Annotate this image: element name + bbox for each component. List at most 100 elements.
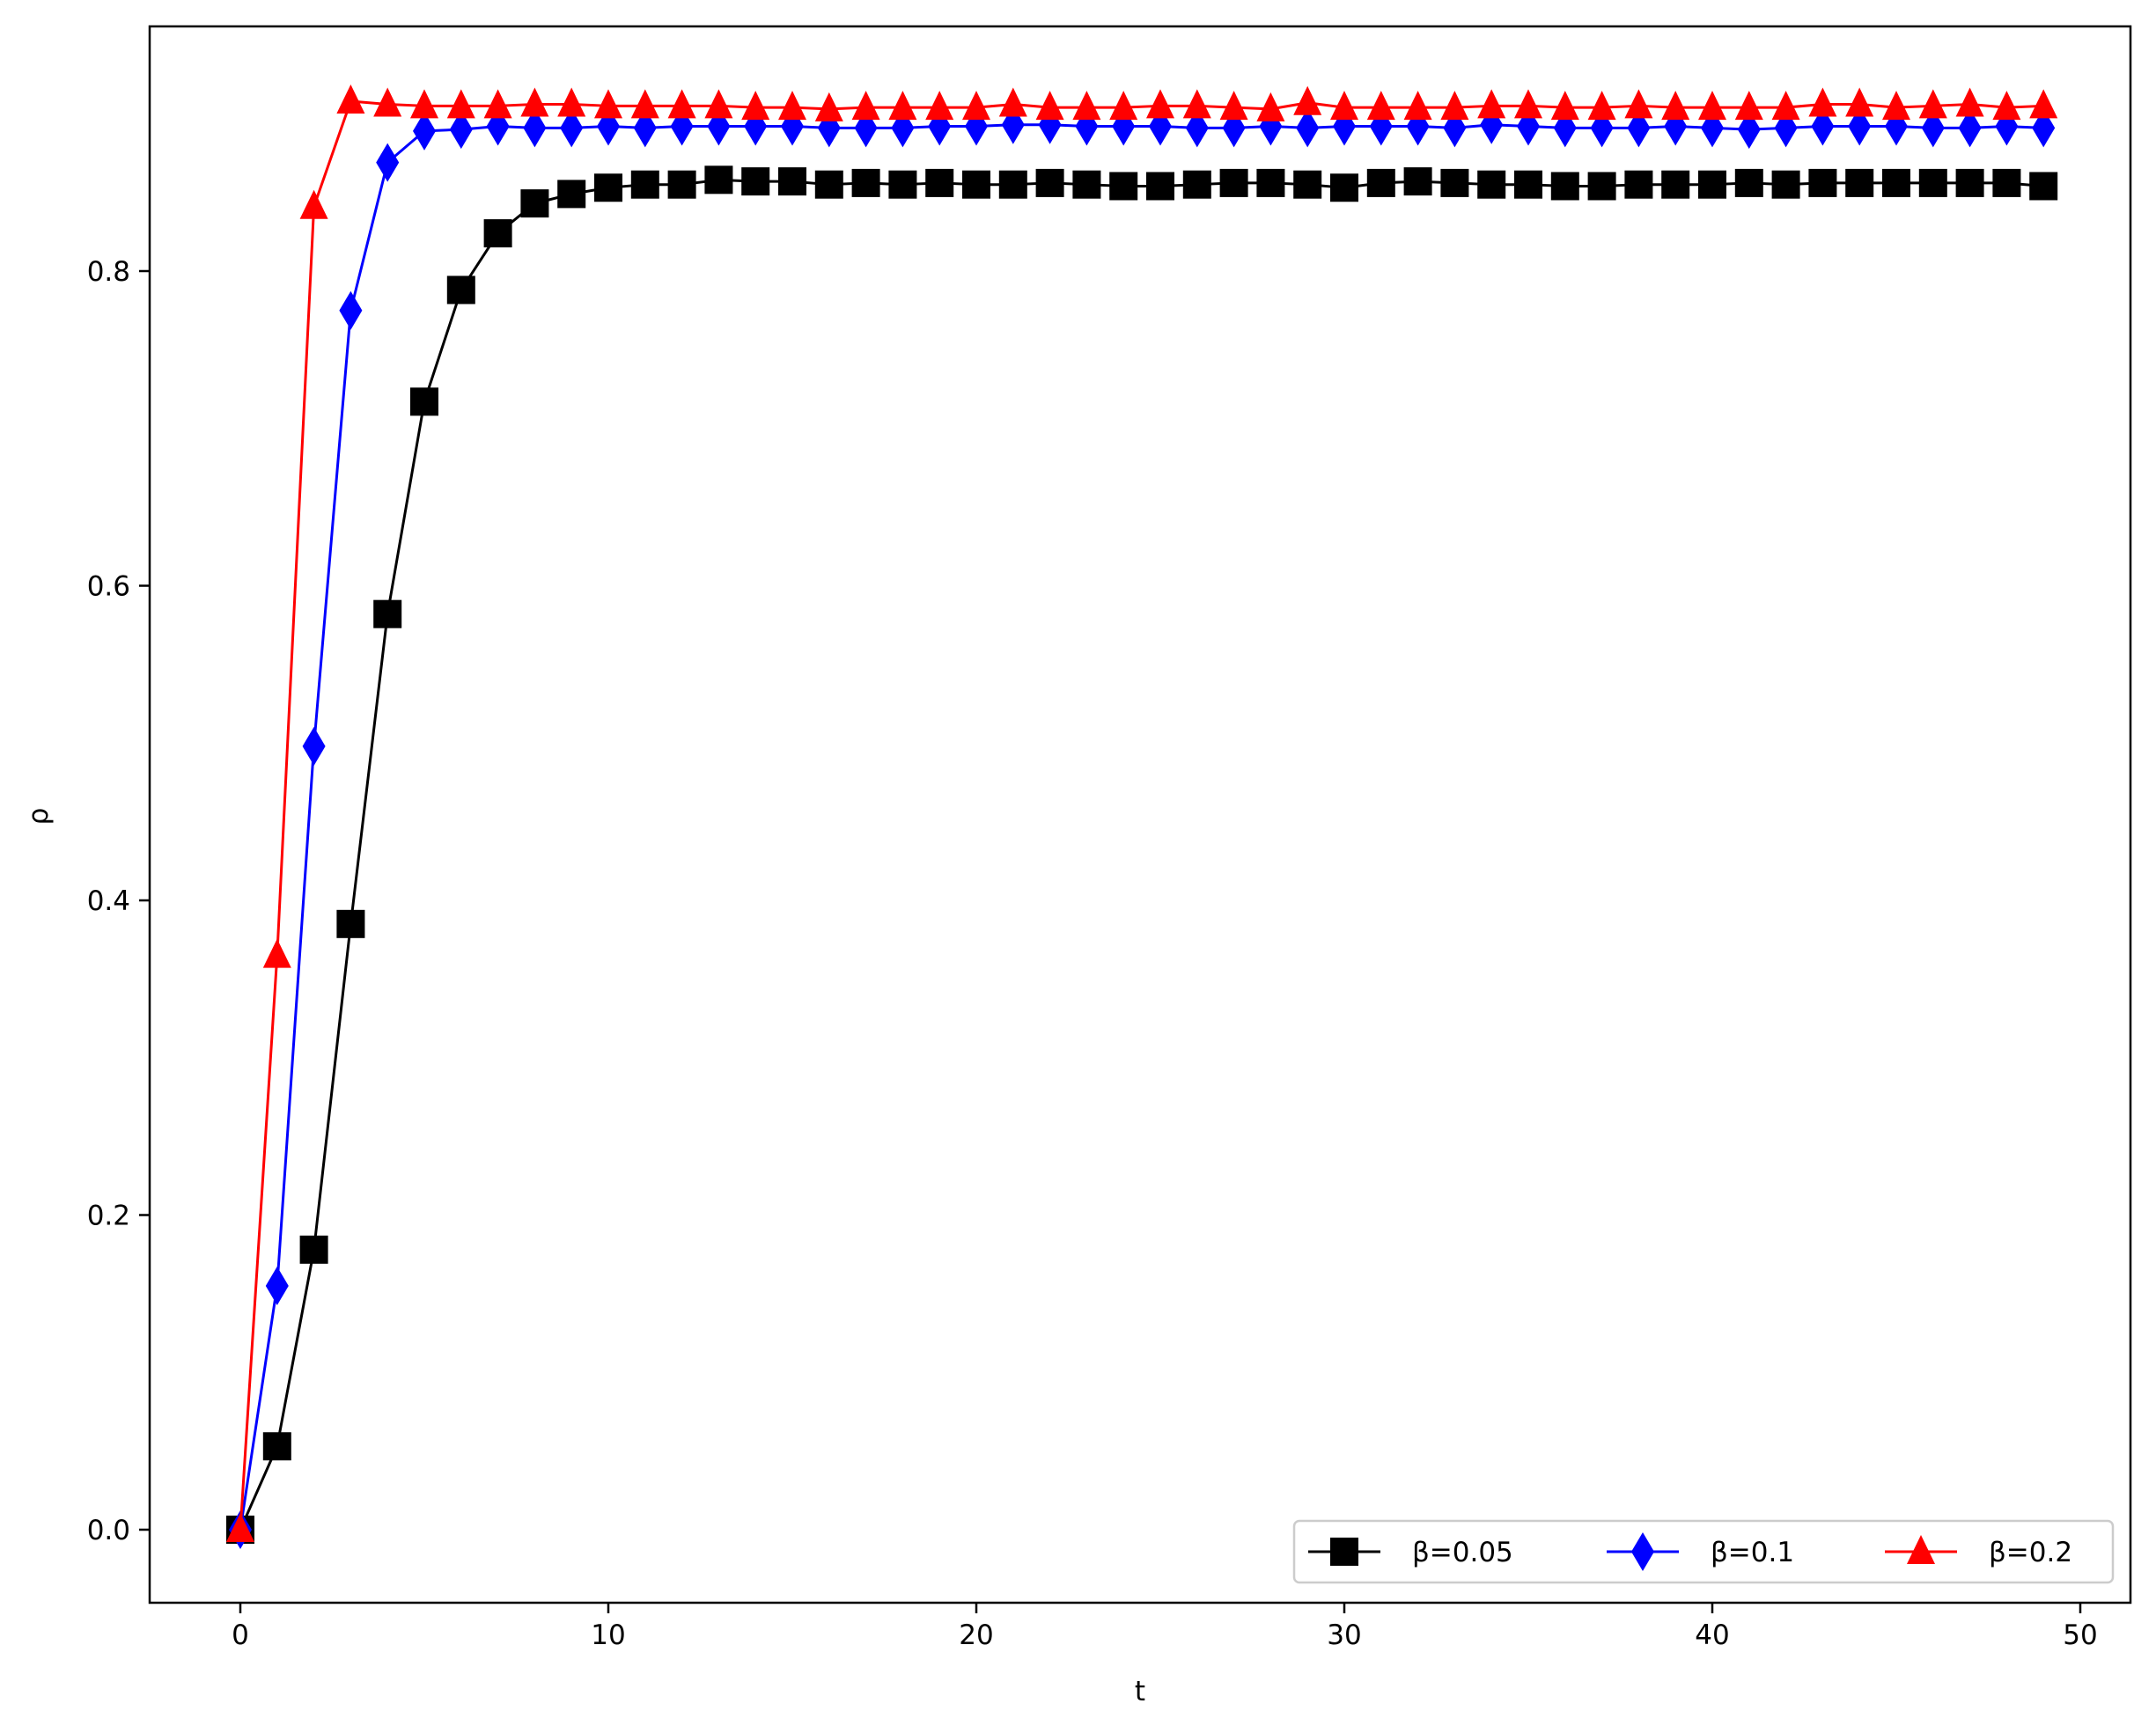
triangle-marker [1109, 91, 1138, 121]
diamond-marker [413, 111, 436, 151]
triangle-marker [888, 91, 917, 121]
square-marker [888, 170, 917, 199]
square-marker [520, 189, 549, 218]
triangle-marker [1734, 91, 1763, 121]
triangle-marker [1366, 91, 1395, 121]
square-marker [925, 168, 954, 197]
diamond-marker [1701, 108, 1724, 148]
diamond-marker [2032, 108, 2056, 148]
diamond-marker [1443, 108, 1467, 148]
square-marker [1918, 168, 1947, 197]
square-marker [557, 180, 586, 209]
triangle-marker [1624, 89, 1653, 119]
y-tick-label: 0.4 [87, 885, 130, 917]
diamond-marker [449, 110, 473, 150]
square-marker [1293, 170, 1322, 199]
square-marker [1219, 168, 1248, 197]
square-marker [483, 219, 512, 248]
legend-entry-0: β=0.05 [1308, 1537, 1513, 1568]
diamond-marker [376, 143, 400, 182]
square-marker [336, 909, 365, 938]
triangle-marker [1698, 91, 1726, 121]
legend-label: β=0.05 [1412, 1537, 1513, 1568]
triangle-marker [1440, 91, 1469, 121]
diamond-marker [1921, 108, 1945, 148]
square-marker [1624, 170, 1653, 199]
diamond-marker [1627, 108, 1651, 148]
square-marker [778, 167, 806, 196]
square-marker [1366, 168, 1395, 197]
triangle-marker [262, 938, 291, 968]
triangle-marker [594, 89, 622, 119]
diamond-marker [1185, 108, 1209, 148]
diamond-marker [1811, 106, 1835, 146]
triangle-marker [336, 84, 365, 114]
square-marker [1146, 172, 1174, 201]
x-tick-label: 50 [2063, 1619, 2097, 1651]
square-marker [1330, 173, 1358, 202]
triangle-marker [373, 87, 402, 117]
square-marker [1182, 170, 1211, 199]
square-marker [1661, 170, 1690, 199]
x-tick-label: 40 [1695, 1619, 1729, 1651]
square-marker [1550, 172, 1579, 201]
triangle-marker [998, 87, 1027, 117]
triangle-marker [1918, 89, 1947, 119]
triangle-marker [962, 91, 990, 121]
x-tick-label: 10 [591, 1619, 625, 1651]
triangle-marker [1992, 91, 2021, 121]
axes-frame [148, 25, 2132, 1604]
square-marker [1734, 168, 1763, 197]
diamond-marker [1296, 108, 1320, 148]
triangle-marker [520, 87, 549, 117]
triangle-marker [1882, 91, 1910, 121]
triangle-marker [1955, 87, 1984, 117]
square-marker [1440, 168, 1469, 197]
triangle-marker [446, 89, 475, 119]
triangle-marker [1035, 91, 1064, 121]
diamond-marker [560, 108, 584, 148]
triangle-marker [1771, 91, 1800, 121]
legend: β=0.05 β=0.1 β=0.2 [1292, 1519, 2115, 1584]
square-marker [704, 165, 733, 195]
diamond-marker [1590, 108, 1614, 148]
y-tick-label: 0.2 [87, 1201, 130, 1232]
triangle-marker [483, 89, 512, 119]
square-marker [1477, 170, 1506, 199]
triangle-marker [630, 89, 659, 119]
x-axis-label: t [1135, 1676, 1145, 1707]
y-tick-label: 0.8 [87, 256, 130, 288]
legend-label: β=0.1 [1711, 1537, 1794, 1568]
triangle-marker [1072, 91, 1101, 121]
diamond-marker [1737, 110, 1761, 150]
diamond-marker [339, 290, 363, 330]
square-marker [667, 170, 696, 199]
square-marker [1403, 167, 1432, 196]
legend-label: β=0.2 [1989, 1537, 2072, 1568]
triangle-marker [925, 91, 954, 121]
diamond-marker [1631, 1532, 1654, 1571]
diamond-marker [265, 1266, 289, 1305]
square-marker [1109, 172, 1138, 201]
legend-box [1292, 1519, 2115, 1584]
x-tick-label: 0 [232, 1619, 249, 1651]
triangle-marker [667, 89, 696, 119]
square-marker [1992, 168, 2021, 197]
triangle-marker [557, 87, 586, 117]
square-marker [1330, 1538, 1358, 1566]
x-tick-label: 20 [959, 1619, 993, 1651]
legend-entry-1: β=0.1 [1607, 1532, 1794, 1571]
diamond-marker [854, 108, 878, 148]
square-marker [851, 168, 880, 197]
square-marker [1035, 168, 1064, 197]
square-marker [299, 1235, 328, 1264]
diamond-marker [302, 726, 326, 766]
triangle-marker [1330, 91, 1358, 121]
triangle-marker [851, 91, 880, 121]
triangle-marker [1477, 89, 1506, 119]
square-marker [1514, 170, 1542, 199]
square-marker [1882, 168, 1910, 197]
x-tick-label: 30 [1327, 1619, 1361, 1651]
